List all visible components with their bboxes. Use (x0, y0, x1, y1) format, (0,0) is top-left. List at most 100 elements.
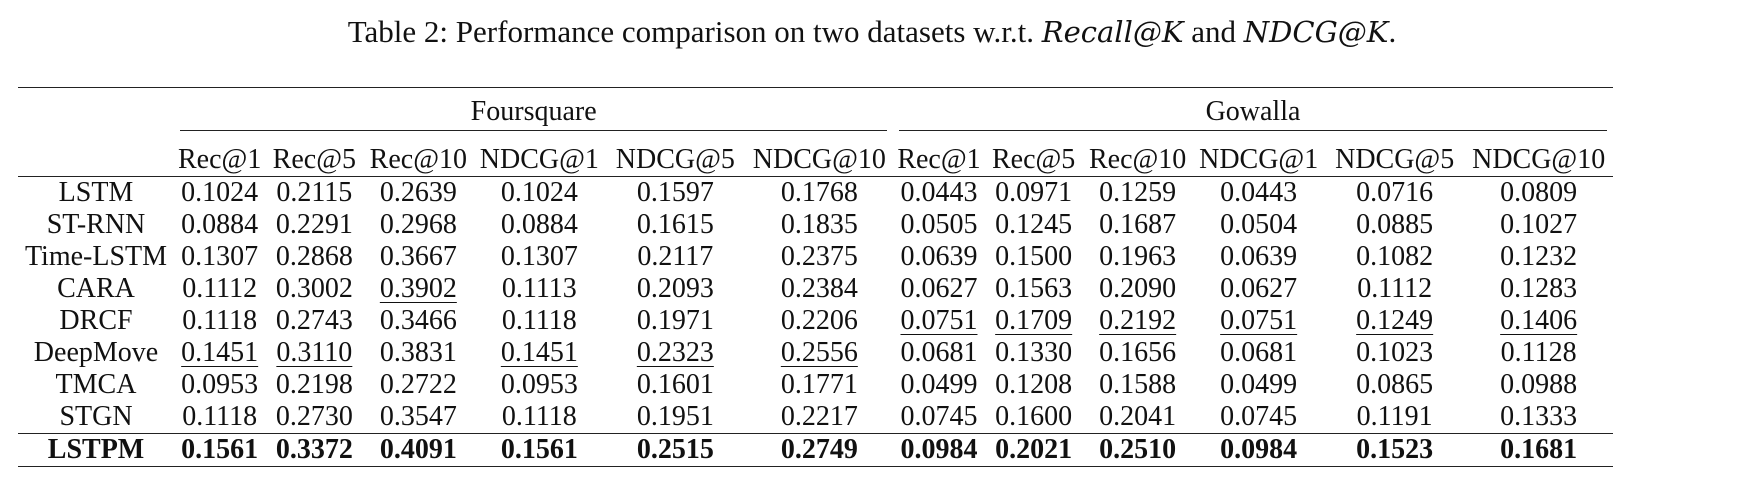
value-cell: 0.1245 (995, 209, 1073, 240)
value-cell: 0.1561 (473, 433, 606, 467)
metric-header: Rec@1 (893, 130, 985, 177)
value-cell: 0.2323 (636, 337, 714, 368)
model-header (18, 130, 174, 177)
value-cell: 0.1082 (1356, 241, 1434, 272)
corner-cell (18, 88, 174, 130)
model-name: ST-RNN (46, 209, 146, 240)
value-cell: 0.2556 (780, 337, 858, 368)
value-cell: 0.2639 (379, 177, 457, 208)
value-cell: 0.1588 (1099, 369, 1177, 400)
value-cell: 0.1523 (1324, 433, 1465, 467)
table-row: ST-RNN 0.0884 0.2291 0.2968 0.0884 0.1615 0.18… (18, 209, 1613, 241)
value-cell: 0.0884 (500, 209, 578, 240)
table-body: LSTM 0.1024 0.2115 0.2639 0.1024 0.1597 0.1768… (18, 177, 1613, 467)
value-cell: 0.0681 (900, 337, 978, 368)
value-cell: 0.2375 (780, 241, 858, 272)
value-cell: 0.1118 (182, 401, 258, 432)
value-cell: 0.4091 (363, 433, 474, 467)
caption-metric-recall: Recall@K (1041, 15, 1184, 49)
table-row: CARA 0.1112 0.3002 0.3902 0.1113 0.2093 0.2384… (18, 273, 1613, 305)
metric-header: Rec@10 (1082, 130, 1193, 177)
value-cell: 0.3372 (265, 433, 364, 467)
metric-header: NDCG@5 (605, 130, 746, 177)
value-cell: 0.1232 (1500, 241, 1578, 272)
value-cell: 0.1249 (1356, 305, 1434, 336)
value-cell: 0.1024 (500, 177, 578, 208)
value-cell: 0.0627 (1220, 273, 1298, 304)
table-row: STGN 0.1118 0.2730 0.3547 0.1118 0.1951 0.2217… (18, 401, 1613, 434)
value-cell: 0.1024 (181, 177, 259, 208)
value-cell: 0.0984 (1192, 433, 1325, 467)
value-cell: 0.3831 (379, 337, 457, 368)
value-cell: 0.0681 (1220, 337, 1298, 368)
value-cell: 0.1771 (780, 369, 858, 400)
value-cell: 0.1500 (995, 241, 1073, 272)
value-cell: 0.1971 (636, 305, 714, 336)
value-cell: 0.0953 (500, 369, 578, 400)
value-cell: 0.0745 (900, 401, 978, 432)
table-row: DeepMove 0.1451 0.3110 0.3831 0.1451 0.2323 0.… (18, 337, 1613, 369)
value-cell: 0.0639 (1220, 241, 1298, 272)
value-cell: 0.1259 (1099, 177, 1177, 208)
value-cell: 0.1768 (780, 177, 858, 208)
value-cell: 0.1023 (1356, 337, 1434, 368)
value-cell: 0.2722 (379, 369, 457, 400)
caption-suffix: . (1388, 14, 1397, 49)
value-cell: 0.3466 (379, 305, 457, 336)
value-cell: 0.2198 (275, 369, 353, 400)
value-cell: 0.2515 (605, 433, 746, 467)
value-cell: 0.0627 (900, 273, 978, 304)
table-row: Time-LSTM 0.1307 0.2868 0.3667 0.1307 0.2117 0… (18, 241, 1613, 273)
table-row: TMCA 0.0953 0.2198 0.2722 0.0953 0.1601 0.1771… (18, 369, 1613, 401)
value-cell: 0.1615 (636, 209, 714, 240)
metric-header: NDCG@5 (1324, 130, 1465, 177)
metric-header: Rec@5 (265, 130, 364, 177)
value-cell: 0.1563 (995, 273, 1073, 304)
value-cell: 0.1283 (1500, 273, 1578, 304)
model-name: DRCF (59, 305, 133, 336)
value-cell: 0.2117 (637, 241, 714, 272)
value-cell: 0.1681 (1464, 433, 1613, 467)
value-cell: 0.1597 (636, 177, 714, 208)
value-cell: 0.1208 (995, 369, 1073, 400)
value-cell: 0.3902 (379, 273, 457, 304)
value-cell: 0.0505 (900, 209, 978, 240)
value-cell: 0.0953 (181, 369, 259, 400)
value-cell: 0.2868 (275, 241, 353, 272)
value-cell: 0.0984 (893, 433, 985, 467)
caption-metric-ndcg: NDCG@K (1243, 15, 1389, 49)
value-cell: 0.0751 (900, 305, 978, 336)
value-cell: 0.3110 (276, 337, 353, 368)
value-cell: 0.3547 (379, 401, 457, 432)
value-cell: 0.0639 (900, 241, 978, 272)
value-cell: 0.1330 (995, 337, 1073, 368)
value-cell: 0.2510 (1082, 433, 1193, 467)
value-cell: 0.0971 (995, 177, 1073, 208)
value-cell: 0.2206 (780, 305, 858, 336)
metric-header: NDCG@10 (745, 130, 894, 177)
value-cell: 0.0745 (1220, 401, 1298, 432)
metric-header: Rec@5 (984, 130, 1083, 177)
group-header-foursquare: Foursquare (174, 88, 893, 131)
value-cell: 0.1118 (182, 305, 258, 336)
value-cell: 0.1451 (500, 337, 578, 368)
value-cell: 0.0809 (1500, 177, 1578, 208)
value-cell: 0.3667 (379, 241, 457, 272)
metric-header: Rec@1 (174, 130, 266, 177)
metric-header: Rec@10 (363, 130, 474, 177)
value-cell: 0.1027 (1500, 209, 1578, 240)
value-cell: 0.0751 (1220, 305, 1298, 336)
value-cell: 0.1656 (1099, 337, 1177, 368)
value-cell: 0.2021 (984, 433, 1083, 467)
value-cell: 0.0499 (900, 369, 978, 400)
table-caption: Table 2: Performance comparison on two d… (0, 10, 1744, 54)
value-cell: 0.1687 (1099, 209, 1177, 240)
value-cell: 0.2743 (275, 305, 353, 336)
caption-conjunction: and (1183, 14, 1244, 49)
best-model-row: LSTPM 0.1561 0.3372 0.4091 0.1561 0.2515 0.274… (18, 433, 1613, 467)
group-header-gowalla: Gowalla (893, 88, 1612, 131)
value-cell: 0.1709 (995, 305, 1073, 336)
value-cell: 0.1307 (181, 241, 259, 272)
value-cell: 0.1118 (501, 401, 577, 432)
value-cell: 0.1191 (1356, 401, 1433, 432)
